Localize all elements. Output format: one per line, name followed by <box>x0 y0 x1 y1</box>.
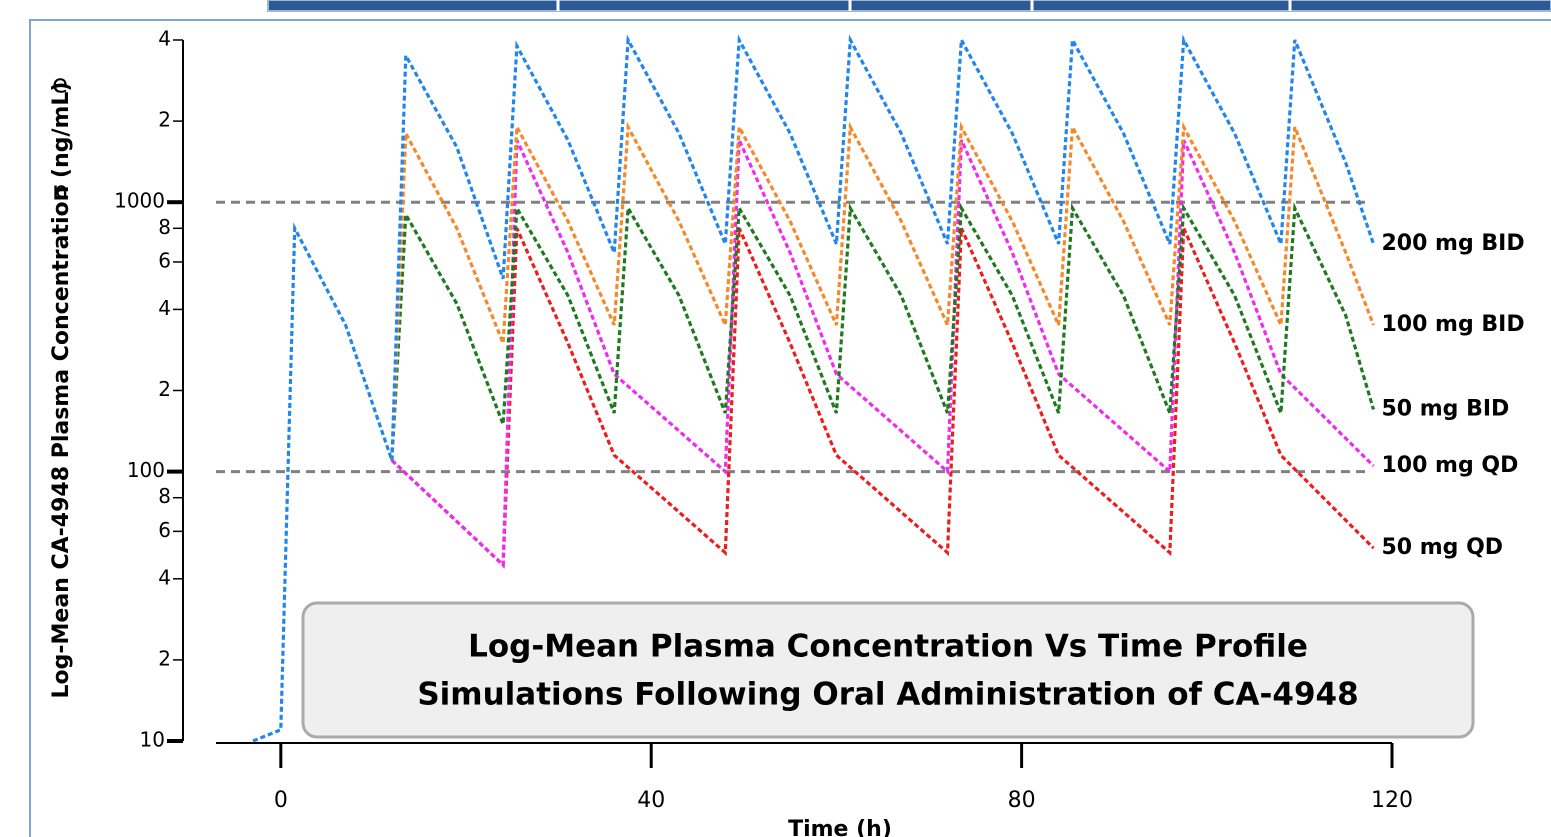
series-line <box>390 121 1375 461</box>
y-tick-label: 100 <box>127 458 165 482</box>
y-tick-label: 4 <box>158 296 171 320</box>
chart-subtitle: Simulations Following Oral Administratio… <box>417 677 1358 713</box>
chart-title: Log-Mean Plasma Concentration Vs Time Pr… <box>468 629 1308 665</box>
y-tick-label: 4 <box>158 565 171 589</box>
y-tick-label: 2 <box>158 377 171 401</box>
series-label: 50 mg BID <box>1381 397 1509 422</box>
series-label: 200 mg BID <box>1381 231 1524 256</box>
series-line <box>252 34 1376 743</box>
text-fragment: n <box>52 177 68 207</box>
series-label: 50 mg QD <box>1381 535 1503 560</box>
title-box: Log-Mean Plasma Concentration Vs Time Pr… <box>301 601 1475 739</box>
series-line <box>390 227 1375 569</box>
text-fragment: e <box>52 70 68 100</box>
table-strip <box>267 0 1551 12</box>
series-line <box>390 139 1375 569</box>
y-tick-label: 8 <box>158 484 171 508</box>
y-tick-label: 2 <box>158 646 171 670</box>
y-axis-label: Log-Mean CA-4948 Plasma Concentration (n… <box>49 82 74 699</box>
x-tick-label: 40 <box>637 788 665 813</box>
series-label: 100 mg QD <box>1381 453 1518 478</box>
y-tick-label: 10 <box>140 728 165 752</box>
series-label: 100 mg BID <box>1381 312 1524 337</box>
x-axis-label: Time (h) <box>788 817 892 837</box>
y-tick-label: 6 <box>158 248 171 272</box>
title-box-bg <box>301 601 1475 739</box>
y-tick-label: 6 <box>158 518 171 542</box>
x-tick-label: 0 <box>274 788 288 813</box>
y-tick-label: 1000 <box>114 189 165 213</box>
x-tick-label: 80 <box>1008 788 1036 813</box>
y-tick-label: 8 <box>158 215 171 239</box>
y-tick-label: 2 <box>158 108 171 132</box>
y-tick-label: 4 <box>158 27 171 51</box>
series-line <box>390 201 1376 461</box>
x-tick-label: 120 <box>1371 788 1413 813</box>
